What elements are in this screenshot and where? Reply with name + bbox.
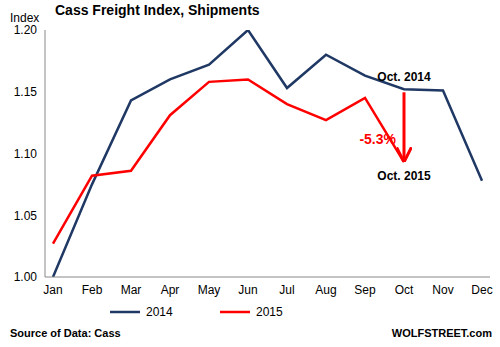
svg-text:Mar: Mar xyxy=(121,283,142,297)
svg-text:Sep: Sep xyxy=(354,283,376,297)
svg-text:Feb: Feb xyxy=(82,283,103,297)
svg-text:Jan: Jan xyxy=(43,283,62,297)
svg-text:May: May xyxy=(198,283,221,297)
svg-text:Cass Freight Index, Shipments: Cass Freight Index, Shipments xyxy=(55,2,260,18)
svg-text:1.00: 1.00 xyxy=(14,270,38,284)
svg-text:Nov: Nov xyxy=(432,283,453,297)
svg-text:1.15: 1.15 xyxy=(14,85,38,99)
svg-text:-5.3%: -5.3% xyxy=(359,131,396,147)
svg-text:Oct. 2015: Oct. 2015 xyxy=(377,169,431,183)
svg-text:WOLFSTREET.com: WOLFSTREET.com xyxy=(392,327,492,339)
svg-text:Oct. 2014: Oct. 2014 xyxy=(377,70,431,84)
svg-text:Apr: Apr xyxy=(161,283,180,297)
svg-text:Source of Data: Cass: Source of Data: Cass xyxy=(10,327,121,339)
svg-text:2015: 2015 xyxy=(256,305,283,319)
svg-text:1.20: 1.20 xyxy=(14,23,38,37)
svg-text:Index: Index xyxy=(10,11,39,25)
svg-text:Dec: Dec xyxy=(471,283,492,297)
svg-text:Jun: Jun xyxy=(238,283,257,297)
svg-text:1.05: 1.05 xyxy=(14,209,38,223)
svg-text:1.10: 1.10 xyxy=(14,147,38,161)
svg-text:2014: 2014 xyxy=(146,305,173,319)
svg-text:Aug: Aug xyxy=(315,283,336,297)
svg-text:Jul: Jul xyxy=(279,283,294,297)
svg-text:Oct: Oct xyxy=(395,283,414,297)
